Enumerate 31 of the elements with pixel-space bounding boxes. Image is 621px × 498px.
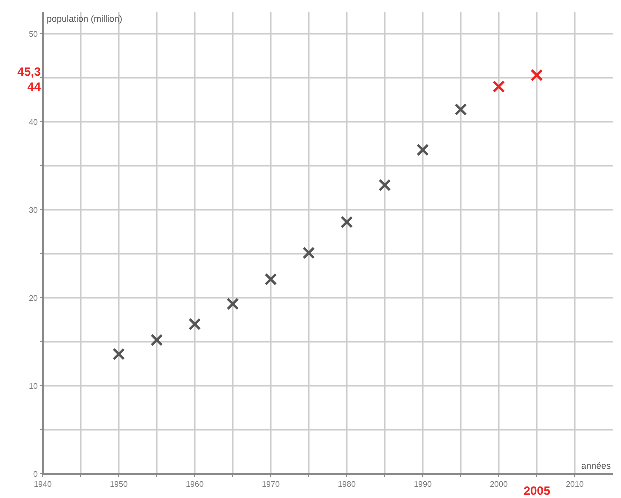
point	[188, 318, 202, 331]
point	[264, 273, 278, 286]
point	[492, 80, 506, 93]
y-tick-label: 20	[29, 294, 39, 303]
point	[378, 179, 392, 192]
x-tick-label: 1990	[414, 480, 432, 489]
x-tick-label: 2010	[566, 480, 584, 489]
x-tick-label: 1940	[34, 480, 52, 489]
point	[226, 298, 240, 310]
x-tick-label: 1960	[186, 480, 204, 489]
y-tick-label: 30	[29, 206, 39, 215]
y-axis-title: population (million)	[47, 14, 123, 24]
point	[340, 216, 354, 229]
text: 2005	[524, 484, 551, 498]
y-tick-label: 40	[29, 118, 39, 127]
text: 45,3	[18, 65, 42, 79]
point	[112, 348, 126, 361]
text: 44	[28, 80, 42, 94]
x-axis-title: années	[581, 461, 612, 471]
point	[454, 103, 468, 116]
y-tick-label: 50	[29, 30, 39, 39]
point	[530, 69, 544, 82]
x-tick-label: 2000	[490, 480, 508, 489]
y-tick-label: 0	[34, 470, 39, 479]
point	[302, 246, 316, 260]
x-tick-label: 1970	[262, 480, 280, 489]
point	[150, 334, 164, 346]
x-tick-label: 1950	[110, 480, 128, 489]
x-tick-label: 1980	[338, 480, 356, 489]
y-tick-label: 10	[29, 382, 39, 391]
point	[416, 144, 430, 156]
